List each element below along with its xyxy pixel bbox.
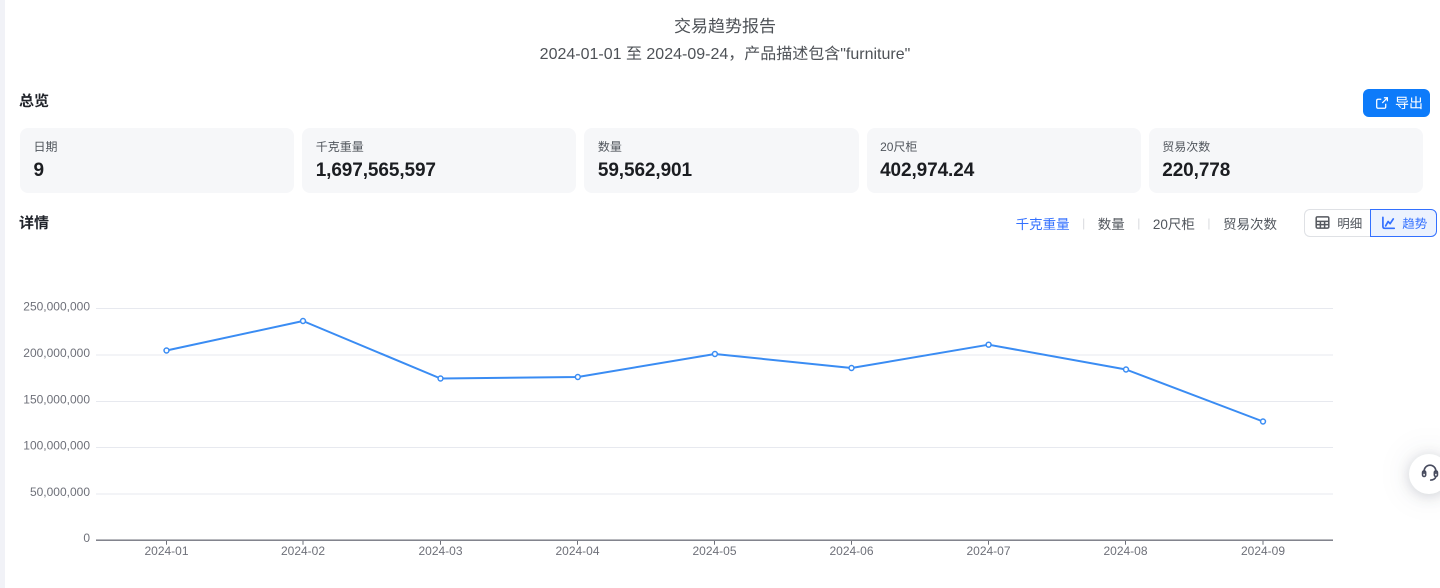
svg-text:2024-04: 2024-04 — [555, 544, 599, 558]
svg-text:2024-02: 2024-02 — [281, 544, 325, 558]
svg-text:2024-01: 2024-01 — [144, 544, 188, 558]
svg-text:2024-09: 2024-09 — [1241, 544, 1285, 558]
svg-text:2024-07: 2024-07 — [966, 544, 1010, 558]
svg-text:2024-05: 2024-05 — [692, 544, 736, 558]
svg-text:2024-06: 2024-06 — [829, 544, 873, 558]
svg-text:2024-08: 2024-08 — [1103, 544, 1147, 558]
svg-text:50,000,000: 50,000,000 — [30, 485, 90, 499]
svg-text:2024-03: 2024-03 — [418, 544, 462, 558]
svg-text:100,000,000: 100,000,000 — [23, 439, 90, 453]
svg-text:200,000,000: 200,000,000 — [23, 346, 90, 360]
svg-text:250,000,000: 250,000,000 — [23, 300, 90, 314]
svg-text:0: 0 — [83, 531, 90, 545]
svg-text:150,000,000: 150,000,000 — [23, 393, 90, 407]
